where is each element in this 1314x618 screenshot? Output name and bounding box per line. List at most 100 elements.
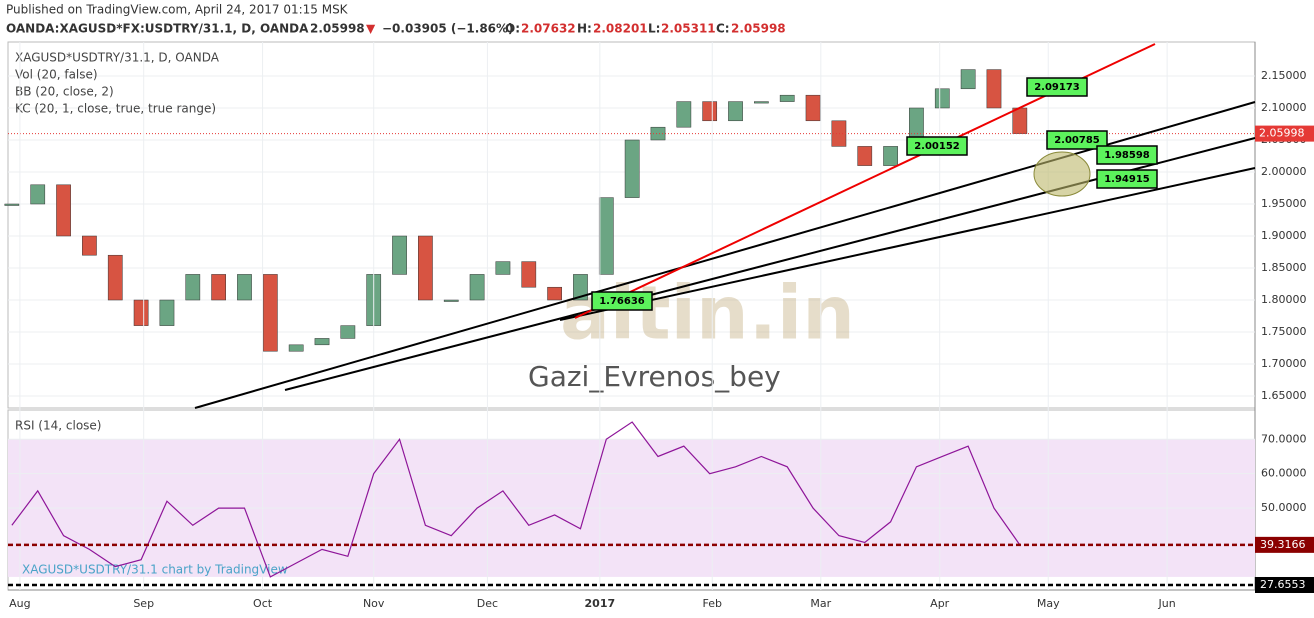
annotation-box bbox=[591, 291, 653, 311]
annotation-box bbox=[1096, 145, 1158, 165]
y-tick-label: 1.80000 bbox=[1261, 293, 1307, 306]
pane-legend: XAGUSD*USDTRY/31.1, D, OANDA bbox=[15, 51, 220, 65]
pane-layer: 1.65000 1.70000 1.75000 1.80000 1.85000 1.900… bbox=[4, 51, 1314, 402]
annotation-label: 1.76636 bbox=[599, 296, 645, 307]
x-tick-label: Apr bbox=[930, 597, 950, 610]
candle bbox=[211, 274, 226, 301]
trend-lines: 1.76636 2.00152 2.09173 2.00785 1.98598 1.949… bbox=[194, 43, 1256, 409]
annotation-label: 1.98598 bbox=[1104, 150, 1150, 161]
y-tick-label: 70.0000 bbox=[1261, 432, 1307, 445]
pane-legend: BB (20, close, 2) bbox=[15, 85, 114, 99]
low: 2.05311 bbox=[661, 22, 716, 36]
y-tick-label: 2.10000 bbox=[1261, 101, 1307, 114]
c-label: C: bbox=[716, 22, 730, 36]
candle bbox=[676, 101, 692, 128]
candle bbox=[960, 69, 976, 90]
candle bbox=[573, 274, 588, 301]
annotation-label: 2.00152 bbox=[914, 141, 960, 152]
y-tick-label: 2.00000 bbox=[1261, 165, 1307, 178]
y-tick-label: 1.85000 bbox=[1261, 261, 1307, 274]
candle bbox=[883, 146, 898, 166]
footer: XAGUSD*USDTRY/31.1 chart by TradingView bbox=[22, 563, 288, 577]
candle bbox=[624, 139, 640, 198]
candle bbox=[392, 235, 407, 275]
candle bbox=[159, 299, 175, 326]
candle bbox=[30, 184, 46, 205]
last: 2.05998 bbox=[310, 22, 365, 36]
candle bbox=[831, 120, 847, 147]
ohlc-header: OANDA:XAGUSD*FX:USDTRY/31.1, D, OANDA 2.… bbox=[6, 22, 786, 36]
watermark: Gazi_Evrenos_bey bbox=[528, 360, 781, 393]
candle bbox=[82, 235, 97, 256]
candle bbox=[237, 274, 252, 301]
candle bbox=[340, 325, 356, 339]
candle bbox=[107, 254, 123, 301]
x-tick-label: Nov bbox=[363, 597, 385, 610]
l-label: L: bbox=[648, 22, 660, 36]
pane-layer: 50.0000 60.0000 70.0000 Aug Sep Oct Nov Dec 2017… bbox=[8, 42, 1314, 610]
level-label: 39.3166 bbox=[1260, 538, 1306, 551]
candle bbox=[495, 261, 511, 275]
y-tick-label: 1.65000 bbox=[1261, 389, 1307, 402]
arrow: ▼ bbox=[366, 22, 376, 36]
candle bbox=[443, 299, 459, 302]
logo-watermark: altin.in bbox=[560, 271, 855, 357]
close: 2.05998 bbox=[731, 22, 786, 36]
last-price-box bbox=[1255, 125, 1314, 142]
level-box bbox=[1255, 576, 1314, 593]
x-tick-label: May bbox=[1037, 597, 1060, 610]
x-tick-label: Jun bbox=[1158, 597, 1176, 610]
x-tick-label: Feb bbox=[703, 597, 722, 610]
x-tick-label: Sep bbox=[133, 597, 154, 610]
x-tick-label: 2017 bbox=[585, 597, 616, 610]
y-tick-label: 2.15000 bbox=[1261, 69, 1307, 82]
o-label: O: bbox=[505, 22, 520, 36]
h-label: H: bbox=[577, 22, 592, 36]
high: 2.08201 bbox=[593, 22, 648, 36]
candle bbox=[1012, 107, 1028, 134]
annotation-label: 2.00785 bbox=[1054, 135, 1100, 146]
highlight bbox=[1033, 151, 1091, 197]
candle bbox=[598, 197, 614, 275]
candle bbox=[986, 69, 1002, 109]
level-label: 27.6553 bbox=[1260, 578, 1306, 591]
x-tick-label: Aug bbox=[9, 597, 30, 610]
candle bbox=[754, 101, 769, 104]
open: 2.07632 bbox=[521, 22, 576, 36]
x-tick-label: Mar bbox=[810, 597, 831, 610]
candle bbox=[4, 203, 20, 206]
y-tick-label: 1.90000 bbox=[1261, 229, 1307, 242]
symbol: OANDA:XAGUSD*FX:USDTRY/31.1, D, OANDA bbox=[6, 22, 309, 36]
candle bbox=[779, 94, 795, 102]
y-tick-label: 1.75000 bbox=[1261, 325, 1307, 338]
candle bbox=[547, 286, 562, 301]
y-tick-label: 1.95000 bbox=[1261, 197, 1307, 210]
candle bbox=[521, 261, 537, 288]
candle bbox=[469, 274, 485, 301]
candle bbox=[418, 235, 433, 301]
pane-legend: Vol (20, false) bbox=[15, 68, 98, 82]
level-box bbox=[1255, 536, 1314, 553]
candle bbox=[857, 146, 873, 166]
annotation-box bbox=[1026, 77, 1088, 97]
candle bbox=[56, 184, 71, 237]
candle bbox=[934, 88, 950, 109]
trend-line bbox=[284, 137, 1256, 391]
published: Published on TradingView.com, April 24, … bbox=[6, 3, 349, 17]
x-tick-label: Oct bbox=[253, 597, 273, 610]
annotation-box bbox=[906, 136, 968, 156]
last-price-label: 2.05998 bbox=[1259, 127, 1305, 140]
candle bbox=[314, 338, 330, 346]
candle bbox=[262, 274, 278, 352]
annotation-box bbox=[1046, 130, 1108, 150]
candle bbox=[288, 344, 304, 352]
y-tick-label: 60.0000 bbox=[1261, 467, 1307, 480]
candle bbox=[728, 101, 743, 122]
pane-legend: RSI (14, close) bbox=[15, 419, 101, 433]
change: −0.03905 (−1.86%) bbox=[382, 22, 514, 36]
annotation-label: 2.09173 bbox=[1034, 82, 1080, 93]
y-tick-label: 1.70000 bbox=[1261, 357, 1307, 370]
y-tick-label: 50.0000 bbox=[1261, 501, 1307, 514]
annotation-label: 1.94915 bbox=[1104, 174, 1150, 185]
